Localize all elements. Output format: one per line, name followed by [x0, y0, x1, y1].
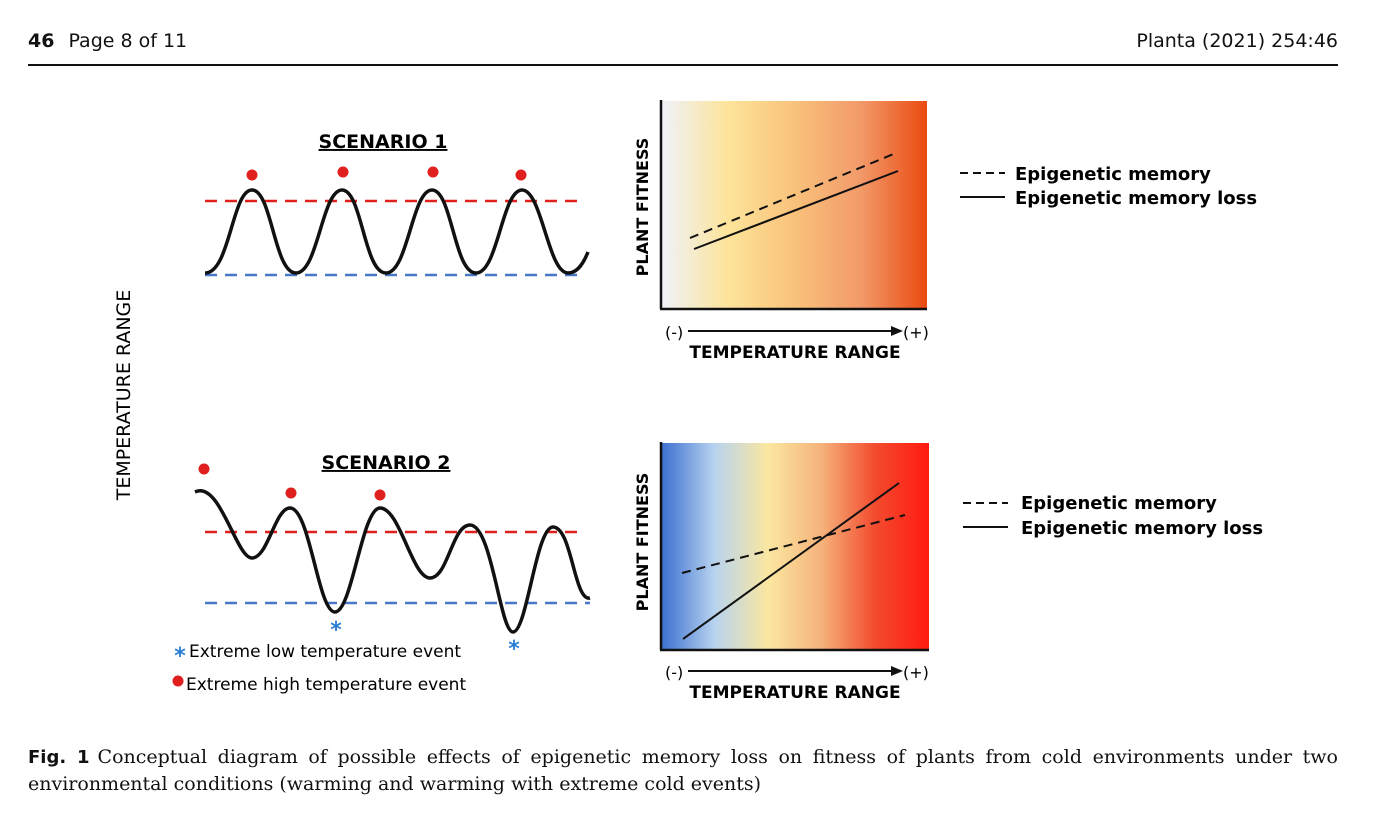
scenario-1-high-event-dot	[427, 166, 439, 178]
scenario-2-high-event-dot	[374, 489, 386, 501]
caption-label: Fig. 1	[28, 747, 90, 768]
figure-1: TEMPERATURE RANGE SCENARIO 1 PLANT FITNE…	[113, 100, 1263, 703]
scenario-2-high-event-dot	[198, 463, 210, 475]
left-axis-label: TEMPERATURE RANGE	[113, 290, 135, 502]
scenario-1-high-event-dot	[246, 169, 258, 181]
event-legend-high-text: Extreme high temperature event	[186, 675, 466, 695]
scenario-2-x-min-label: (-)	[665, 663, 683, 682]
scenario-1-memory-loss-line	[693, 170, 899, 250]
journal-citation: Planta (2021) 254:46	[1136, 30, 1338, 52]
event-legend-low-text: Extreme low temperature event	[189, 642, 461, 662]
scenario-2-legend-memory-loss: Epigenetic memory loss	[1021, 518, 1263, 539]
scenario-2-temperature-curve	[194, 489, 591, 634]
scenario-2-legend-memory: Epigenetic memory	[1021, 493, 1217, 514]
scenario-2-memory-loss-line	[682, 482, 900, 640]
page-header-left: 46 Page 8 of 11	[28, 30, 187, 52]
scenario-1-high-event-dot	[337, 166, 349, 178]
event-legend-high-marker	[172, 675, 184, 687]
scenario-2-low-event-marker: *	[508, 637, 520, 662]
scenario-2-x-max-label: (+)	[903, 663, 929, 682]
scenario-1-temperature-curve	[204, 188, 590, 275]
page-label: Page 8 of 11	[68, 30, 188, 52]
scenario-1-legend-memory: Epigenetic memory	[1015, 164, 1211, 185]
article-number: 46	[28, 30, 55, 52]
scenario-2-high-event-dot	[285, 487, 297, 499]
scenario-1-legend-memory-loss: Epigenetic memory loss	[1015, 188, 1257, 209]
scenario-1-x-max-label: (+)	[903, 323, 929, 342]
scenario-2-low-event-marker: *	[330, 618, 342, 643]
scenario-1-high-event-dot	[515, 169, 527, 181]
scenario-2-memory-line	[681, 514, 906, 574]
header-rule	[28, 64, 1338, 66]
scenario-2-title: SCENARIO 2	[322, 452, 451, 474]
scenario-1-fitness-panel-background	[661, 101, 927, 309]
scenario-1-title: SCENARIO 1	[319, 131, 448, 153]
scenario-2-fitness-panel-background	[661, 443, 929, 650]
scenario-2-fitness-x-label: TEMPERATURE RANGE	[689, 683, 900, 703]
scenario-2-x-arrowhead	[891, 666, 903, 676]
scenario-1-memory-line	[689, 152, 897, 239]
figure-caption: Fig. 1 Conceptual diagram of possible eff…	[28, 744, 1338, 797]
scenario-1-x-arrowhead	[891, 326, 903, 336]
scenario-2-fitness-y-label: PLANT FITNESS	[633, 473, 652, 612]
scenario-1-fitness-y-label: PLANT FITNESS	[633, 138, 652, 277]
caption-text: Conceptual diagram of possible effects o…	[28, 746, 1338, 795]
event-legend-low-marker: *	[174, 644, 186, 669]
scenario-1-x-min-label: (-)	[665, 323, 683, 342]
scenario-1-fitness-x-label: TEMPERATURE RANGE	[689, 343, 900, 363]
